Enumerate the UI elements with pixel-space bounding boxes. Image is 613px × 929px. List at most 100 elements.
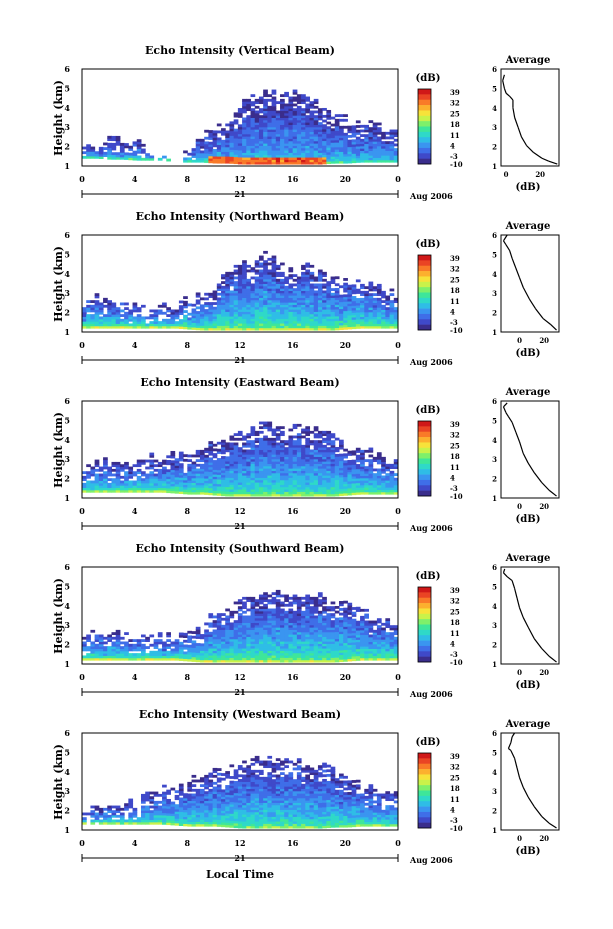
heatmap-cell bbox=[242, 103, 247, 107]
heatmap-cell bbox=[132, 307, 138, 310]
heatmap-cell bbox=[339, 130, 344, 134]
heatmap-cell bbox=[301, 318, 306, 322]
heatmap-cell bbox=[339, 603, 344, 607]
heatmap-cell bbox=[372, 304, 378, 308]
heatmap-cell bbox=[162, 646, 167, 649]
heatmap-cell bbox=[263, 617, 268, 621]
heatmap-cell bbox=[258, 323, 264, 326]
heatmap-cell bbox=[153, 657, 159, 661]
heatmap-cell bbox=[364, 470, 369, 474]
heatmap-cell bbox=[309, 454, 315, 457]
heatmap-cell bbox=[334, 158, 340, 162]
heatmap-cell bbox=[254, 489, 260, 492]
heatmap-cell bbox=[166, 490, 171, 494]
heatmap-cell bbox=[183, 326, 188, 330]
heatmap-cell bbox=[368, 155, 374, 158]
x-tick-label: 12 bbox=[234, 340, 245, 350]
heatmap-cell bbox=[322, 159, 327, 162]
heatmap-cell bbox=[86, 657, 91, 661]
heatmap-cell bbox=[288, 299, 294, 303]
heatmap-cell bbox=[275, 641, 281, 644]
heatmap-cell bbox=[393, 316, 398, 320]
heatmap-cell bbox=[103, 461, 108, 465]
heatmap-cell bbox=[334, 640, 340, 644]
heatmap-cell bbox=[280, 124, 285, 128]
heatmap-cell bbox=[225, 288, 230, 291]
heatmap-cell bbox=[263, 470, 268, 474]
heatmap-cell bbox=[305, 306, 311, 310]
heatmap-cell bbox=[275, 461, 281, 464]
heatmap-cell bbox=[242, 133, 247, 137]
heatmap-cell bbox=[82, 309, 87, 313]
heatmap-cell bbox=[330, 292, 336, 296]
heatmap-cell bbox=[267, 159, 273, 163]
heatmap-cell bbox=[107, 304, 112, 308]
heatmap-cell bbox=[284, 638, 289, 642]
heatmap-cell bbox=[162, 318, 167, 322]
heatmap-cell bbox=[284, 468, 289, 471]
heatmap-cell bbox=[296, 423, 302, 427]
heatmap-cell bbox=[225, 629, 230, 633]
heatmap-cell bbox=[334, 474, 340, 478]
heatmap-cell bbox=[326, 295, 332, 298]
heatmap-cell bbox=[288, 641, 294, 644]
heatmap-cell bbox=[153, 464, 159, 468]
heatmap-cell bbox=[119, 468, 125, 472]
heatmap-cell bbox=[292, 634, 298, 637]
heatmap-cell bbox=[322, 470, 327, 474]
heatmap-cell bbox=[339, 151, 344, 155]
heatmap-cell bbox=[330, 447, 336, 450]
heatmap-cell bbox=[199, 327, 205, 331]
heatmap-cell bbox=[271, 433, 277, 437]
heatmap-cell bbox=[330, 657, 336, 661]
heatmap-cell bbox=[343, 303, 348, 307]
heatmap-cell bbox=[225, 320, 230, 324]
heatmap-cell bbox=[317, 613, 323, 616]
date-axis: 21 Aug 2006 bbox=[81, 189, 453, 201]
colorbar-swatch bbox=[418, 426, 431, 433]
heatmap-cell bbox=[275, 617, 281, 621]
heatmap-cell bbox=[216, 645, 222, 649]
y-tick-label: 4 bbox=[64, 103, 70, 113]
heatmap-cell bbox=[296, 641, 302, 644]
heatmap-cell bbox=[225, 290, 230, 294]
heatmap-cell bbox=[267, 442, 273, 446]
heatmap-cell bbox=[393, 466, 398, 470]
heatmap-cell bbox=[334, 320, 340, 324]
heatmap-cell bbox=[208, 320, 214, 324]
heatmap-cell bbox=[330, 444, 336, 448]
heatmap-cell bbox=[242, 108, 247, 112]
heatmap-cell bbox=[170, 655, 176, 659]
heatmap-cell bbox=[355, 279, 361, 283]
heatmap-cell bbox=[216, 652, 222, 656]
heatmap-cell bbox=[258, 159, 264, 163]
heatmap-cell bbox=[216, 483, 222, 487]
heatmap-cell bbox=[254, 129, 260, 132]
heatmap-cell bbox=[280, 652, 285, 656]
heatmap-cell bbox=[149, 155, 155, 159]
heatmap-cell bbox=[305, 617, 311, 621]
heatmap-cell bbox=[339, 125, 344, 129]
heatmap-cell bbox=[313, 316, 319, 319]
heatmap-cell bbox=[221, 643, 226, 647]
heatmap-cell bbox=[389, 316, 395, 320]
heatmap-cell bbox=[128, 318, 134, 322]
heatmap-cell bbox=[254, 601, 260, 605]
heatmap-cell bbox=[368, 447, 374, 451]
heatmap-cell bbox=[305, 608, 311, 612]
heatmap-cell bbox=[317, 318, 323, 322]
heatmap-cell bbox=[313, 311, 319, 315]
heatmap-cell bbox=[187, 637, 193, 641]
heatmap-cell bbox=[267, 290, 273, 294]
heatmap-cell bbox=[229, 442, 235, 446]
heatmap-cell bbox=[347, 476, 353, 480]
heatmap-cell bbox=[183, 472, 188, 476]
heatmap-cell bbox=[309, 145, 315, 149]
heatmap-cell bbox=[368, 480, 374, 483]
heatmap-cell bbox=[128, 657, 134, 661]
heatmap-cell bbox=[90, 148, 96, 152]
heatmap-cell bbox=[107, 307, 112, 310]
heatmap-cell bbox=[292, 159, 298, 163]
heatmap-cell bbox=[204, 148, 209, 152]
heatmap-cell bbox=[364, 141, 369, 144]
